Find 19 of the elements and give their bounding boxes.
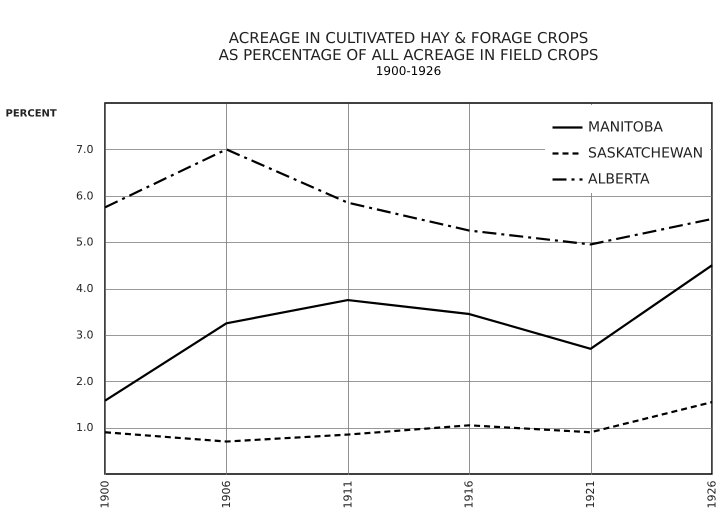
x-tick-label: 1906: [220, 480, 233, 508]
legend-label: ALBERTA: [588, 172, 650, 188]
y-tick-label: 4.0: [76, 282, 94, 295]
legend-label: MANITOBA: [588, 120, 664, 136]
legend-label: SASKATCHEWAN: [588, 146, 704, 162]
chart-subtitle: 1900-1926: [376, 64, 442, 78]
y-tick-label: 1.0: [76, 421, 94, 434]
y-tick-label: 3.0: [76, 328, 94, 342]
y-tick-label: 6.0: [76, 189, 94, 202]
x-tick-label: 1916: [462, 480, 476, 508]
y-tick-label: 5.0: [76, 236, 94, 249]
y-tick-label: 2.0: [76, 374, 94, 388]
x-tick-label: 1911: [341, 480, 354, 508]
y-tick-label: 7.0: [76, 142, 94, 156]
x-tick-label: 1921: [584, 480, 598, 508]
x-tick-label: 1926: [706, 480, 718, 508]
chart-title: ACREAGE IN CULTIVATED HAY & FORAGE CROPS AS PERCENTAGE OF ALL ACREAGE IN FIELD CROPS: [218, 29, 598, 64]
x-tick-label: 1900: [98, 480, 112, 508]
y-axis-title: PERCENT: [6, 108, 57, 120]
